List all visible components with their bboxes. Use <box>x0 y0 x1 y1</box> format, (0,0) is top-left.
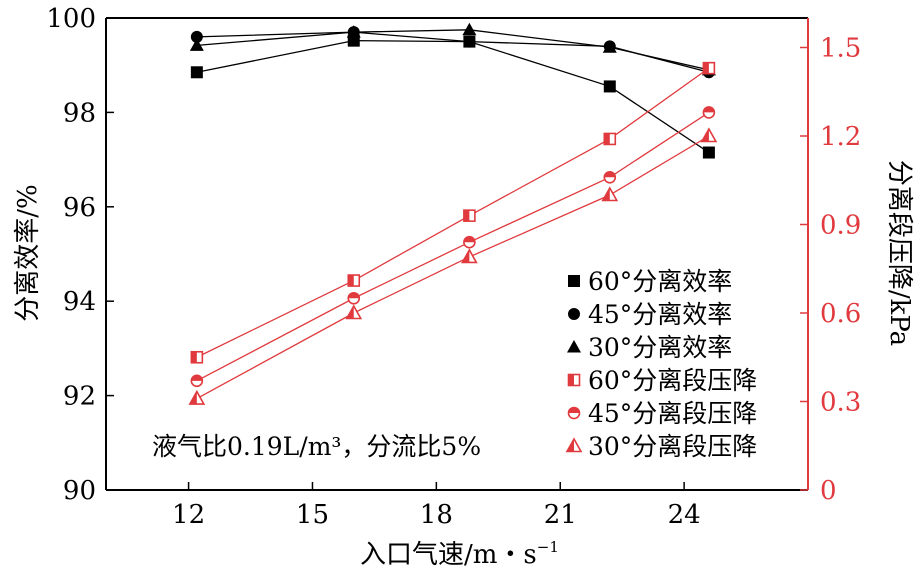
legend-label: 60°分离效率 <box>588 267 732 296</box>
y-right-tick-label: 1.5 <box>820 34 861 64</box>
data-point <box>603 80 616 93</box>
legend-item: 45°分离段压降 <box>567 399 757 428</box>
legend-marker <box>568 308 580 320</box>
y-right-tick-label: 0.3 <box>820 388 861 418</box>
series-6 <box>188 127 718 405</box>
y-left-tick-label: 100 <box>46 4 96 34</box>
legend-item: 30°分离段压降 <box>565 432 757 461</box>
data-point <box>347 291 361 305</box>
data-point <box>461 248 478 264</box>
y-right-tick-label: 0 <box>820 476 837 506</box>
legend-marker <box>568 275 580 287</box>
data-point <box>462 22 477 36</box>
legend-marker <box>567 373 581 387</box>
data-point <box>702 106 716 119</box>
series-4 <box>190 61 716 364</box>
data-point <box>190 30 203 43</box>
data-point <box>603 132 617 146</box>
y-right-axis-title: 分离段压降/kPa <box>884 160 914 346</box>
x-tick-label: 21 <box>544 500 577 530</box>
svg-text:入口气速/m・s−1: 入口气速/m・s−1 <box>360 538 559 570</box>
data-point <box>347 274 361 287</box>
y-right-tick-label: 1.2 <box>820 122 861 152</box>
data-point <box>345 304 363 320</box>
data-point <box>188 389 206 405</box>
x-axis-title-text: 入口气速/m・s <box>360 540 537 570</box>
data-point <box>601 186 619 202</box>
legend-label: 30°分离效率 <box>588 333 732 362</box>
x-tick-label: 18 <box>420 500 453 530</box>
x-tick-label: 15 <box>296 500 329 530</box>
y-left-axis-title: 分离效率/% <box>13 184 43 321</box>
y-left-tick-label: 96 <box>63 193 96 223</box>
data-point <box>189 38 204 51</box>
data-point <box>463 235 476 249</box>
data-point <box>190 350 204 364</box>
legend-marker <box>567 340 581 353</box>
data-point <box>463 209 476 222</box>
data-point <box>700 127 718 143</box>
y-right-tick-label: 0.9 <box>820 211 861 241</box>
y-left-tick-label: 98 <box>63 98 96 128</box>
series-line <box>196 29 710 71</box>
legend-item: 60°分离段压降 <box>567 366 757 395</box>
legend-marker <box>565 437 583 453</box>
series-3 <box>189 22 716 76</box>
y-right-tick-label: 0.6 <box>820 299 861 329</box>
data-point <box>346 25 361 38</box>
legend-label: 30°分离段压降 <box>588 432 757 461</box>
data-point <box>190 66 203 79</box>
legend-label: 45°分离段压降 <box>588 399 757 428</box>
series-line <box>196 40 710 154</box>
y-left-tick-label: 90 <box>63 476 96 506</box>
x-axis-title-superscript: −1 <box>537 538 559 556</box>
y-left-tick-label: 92 <box>63 382 96 412</box>
y-left-tick-label: 94 <box>63 287 96 317</box>
x-axis-title: 入口气速/m・s−1 <box>360 538 559 570</box>
series-5 <box>190 106 716 388</box>
legend-marker <box>567 406 581 420</box>
series-2 <box>190 26 715 79</box>
legend-label: 60°分离段压降 <box>588 366 757 395</box>
legend-item: 60°分离效率 <box>568 267 732 296</box>
data-point <box>190 374 204 388</box>
x-tick-label: 24 <box>668 500 701 530</box>
legend-item: 30°分离效率 <box>567 333 732 362</box>
legend-label: 45°分离效率 <box>588 300 732 329</box>
data-point <box>603 171 617 184</box>
data-point <box>702 146 715 159</box>
chart-annotation: 液气比0.19L/m³，分流比5% <box>152 432 481 461</box>
data-point <box>463 35 476 48</box>
data-point <box>702 61 716 75</box>
x-tick-label: 12 <box>172 500 205 530</box>
legend-item: 45°分离效率 <box>568 300 732 329</box>
data-point <box>602 40 617 53</box>
